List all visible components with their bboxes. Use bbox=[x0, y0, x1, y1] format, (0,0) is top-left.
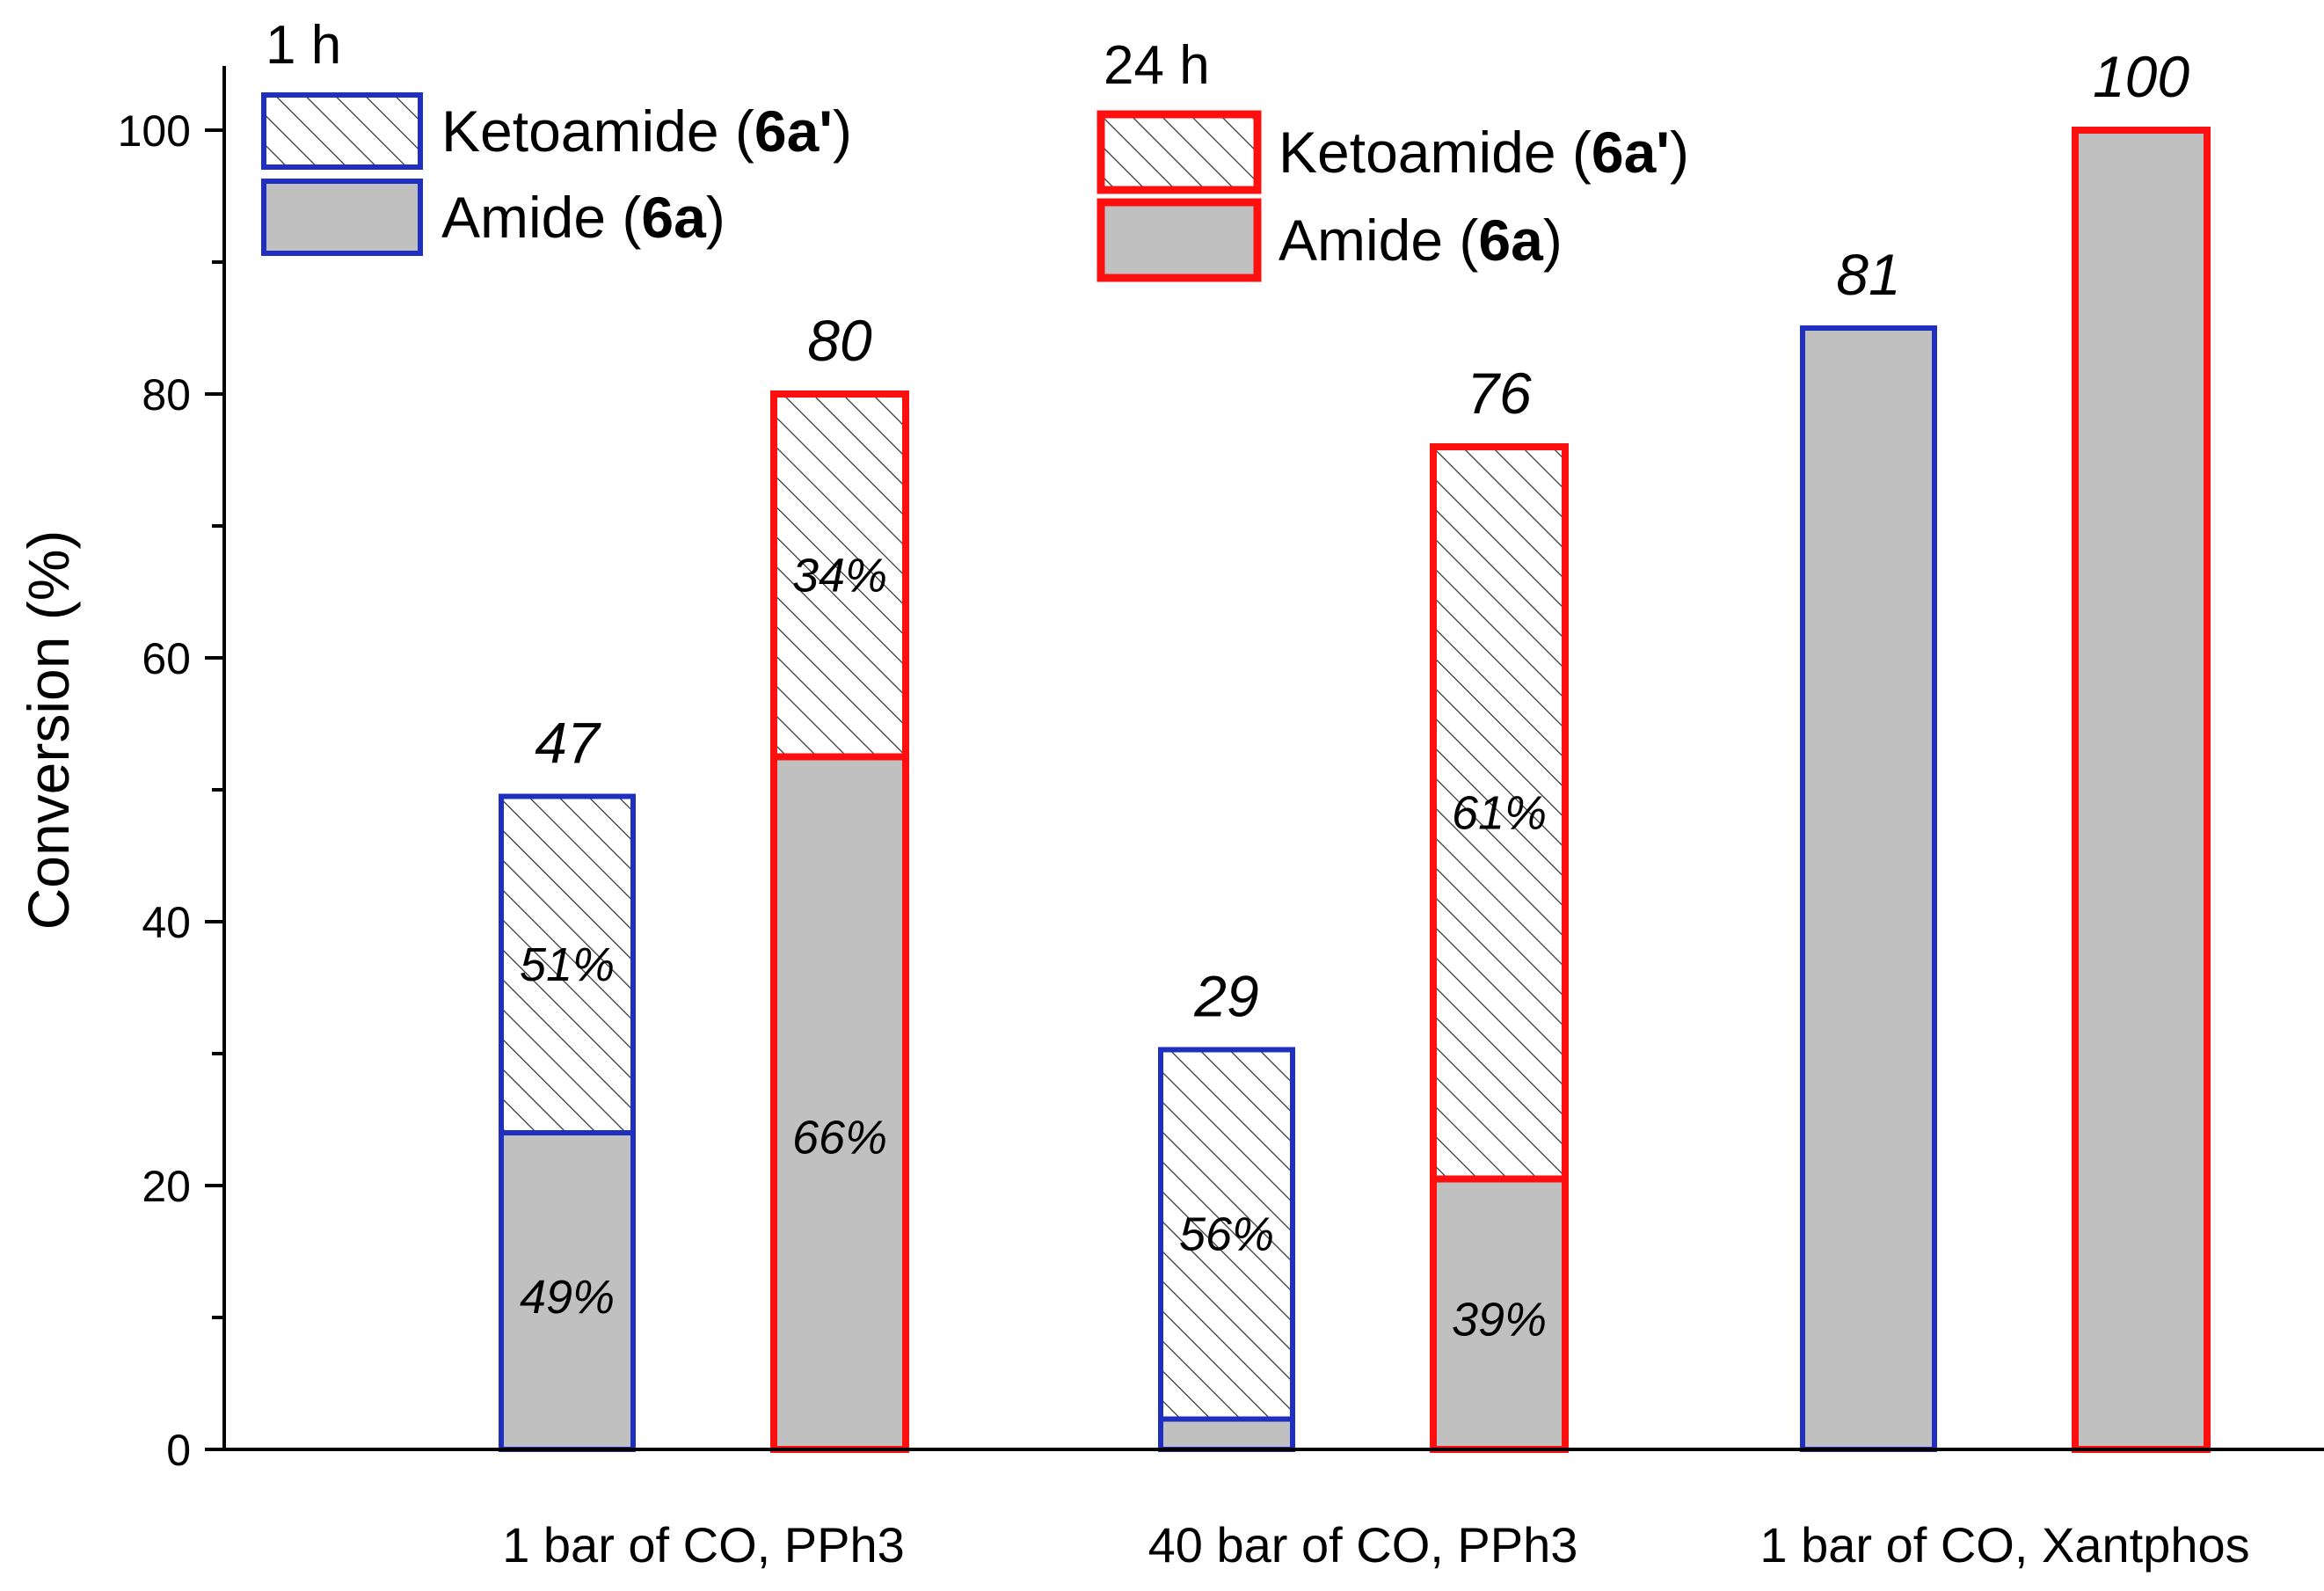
ketoamide-percent-label: 61% bbox=[1452, 786, 1547, 839]
legend-swatch-hatched bbox=[261, 92, 423, 170]
y-axis-title: Conversion (%) bbox=[16, 530, 81, 931]
y-tick-label: 20 bbox=[142, 1162, 191, 1211]
bar-amide-segment bbox=[2072, 127, 2211, 1453]
y-tick-label: 0 bbox=[166, 1426, 191, 1475]
bar-ketoamide-segment bbox=[1430, 443, 1569, 1183]
legend-entry-label: Ketoamide (6a') bbox=[1279, 120, 1689, 185]
legend: 1 h Ketoamide (6a') Amide (6a) bbox=[261, 15, 852, 256]
bar-amide-segment bbox=[770, 753, 909, 1453]
bar-total-label: 100 bbox=[2093, 44, 2189, 109]
ketoamide-percent-label: 34% bbox=[792, 549, 887, 602]
legend-title: 1 h bbox=[266, 15, 341, 76]
bar-total-label: 81 bbox=[1836, 242, 1900, 307]
y-tick-label: 80 bbox=[142, 370, 191, 420]
legend-swatch-gray bbox=[1096, 198, 1262, 282]
bar-amide-segment bbox=[1158, 1416, 1295, 1452]
x-category-label: 40 bar of CO, PPh3 bbox=[1148, 1517, 1578, 1573]
amide-percent-label: 66% bbox=[792, 1112, 887, 1164]
y-axis: 0 20 40 60 80 100 bbox=[118, 66, 2324, 1475]
x-category-label: 1 bar of CO, Xantphos bbox=[1759, 1517, 2249, 1573]
legend-entry-label: Amide (6a) bbox=[441, 185, 725, 250]
bar-total-label: 76 bbox=[1467, 361, 1532, 426]
bar-group bbox=[1430, 443, 1569, 1453]
legend-entry-label: Ketoamide (6a') bbox=[441, 99, 852, 164]
ketoamide-percent-label: 51% bbox=[520, 938, 615, 991]
y-tick-label: 60 bbox=[142, 634, 191, 683]
bar-amide-segment bbox=[499, 1130, 636, 1452]
bar-ketoamide-segment bbox=[1158, 1047, 1295, 1422]
legend-swatch-gray bbox=[261, 179, 423, 256]
bar-total-label: 47 bbox=[535, 711, 601, 776]
legend-title: 24 h bbox=[1104, 35, 1210, 96]
y-tick-label: 40 bbox=[142, 898, 191, 947]
labels: 1 bar of CO, PPh3 40 bar of CO, PPh3 1 bar… bbox=[502, 44, 2249, 1573]
bar-ketoamide-segment bbox=[499, 793, 636, 1135]
bar-group bbox=[770, 390, 909, 1453]
bar-amide-segment bbox=[1800, 325, 1937, 1452]
bar-group bbox=[499, 793, 636, 1452]
legend-entry-label: Amide (6a) bbox=[1279, 208, 1563, 273]
legends: 1 h Ketoamide (6a') Amide (6a) 24 h Ketoamid… bbox=[261, 15, 1689, 282]
amide-percent-label: 39% bbox=[1452, 1293, 1547, 1346]
bar-total-label: 29 bbox=[1193, 964, 1258, 1029]
bar-group bbox=[1158, 1047, 1295, 1452]
bar-group bbox=[2072, 127, 2211, 1453]
legend: 24 h Ketoamide (6a') Amide (6a) bbox=[1096, 35, 1689, 282]
legend-swatch-hatched bbox=[1096, 110, 1262, 194]
bar-total-label: 80 bbox=[807, 308, 872, 373]
amide-percent-label: 49% bbox=[520, 1271, 615, 1324]
bar-ketoamide-segment bbox=[770, 390, 909, 761]
x-category-label: 1 bar of CO, PPh3 bbox=[502, 1517, 905, 1573]
ketoamide-percent-label: 56% bbox=[1179, 1208, 1274, 1261]
plot-area bbox=[499, 127, 2211, 1453]
bar-group bbox=[1800, 325, 1937, 1452]
y-tick-label: 100 bbox=[118, 106, 191, 156]
